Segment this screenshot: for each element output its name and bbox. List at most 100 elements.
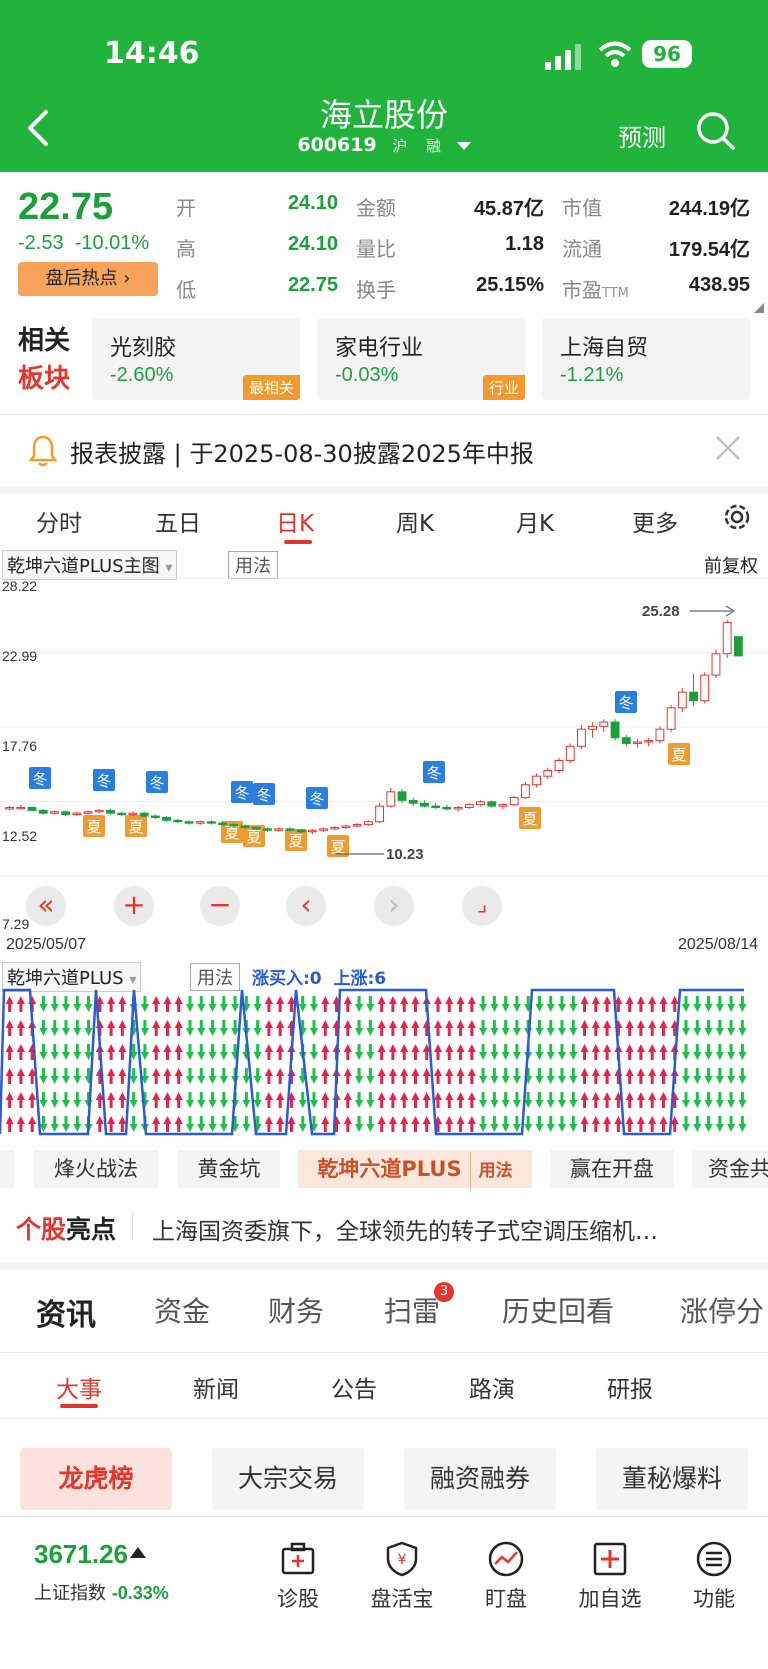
down-arrow-mark — [693, 1068, 702, 1084]
amount-label: 金额 — [356, 196, 396, 220]
tab-daily-k[interactable]: 日K — [276, 511, 315, 537]
candle-body — [307, 829, 317, 833]
tab-limit-up[interactable]: 涨停分 — [680, 1295, 765, 1328]
down-arrow-mark — [479, 1116, 488, 1132]
kline-chart[interactable]: 冬冬冬冬冬冬冬冬夏夏夏夏夏夏夏夏 25.28 10.23 — [0, 576, 768, 932]
candle-body — [218, 822, 228, 826]
tab-monthly-k[interactable]: 月K — [516, 511, 555, 537]
subtab-roadshow[interactable]: 路演 — [469, 1377, 515, 1403]
chip-margin-trading[interactable]: 融资融券 — [404, 1448, 556, 1510]
float-cap-label: 流通 — [562, 237, 602, 261]
up-arrow-mark — [659, 996, 668, 1012]
down-arrow-mark — [253, 1020, 262, 1036]
down-arrow-mark — [140, 1044, 149, 1060]
nav-panhuobao[interactable]: ¥ 盘活宝 — [362, 1539, 442, 1613]
candle-body — [644, 740, 654, 743]
index-name-row[interactable]: 上证指数 -0.33% — [34, 1579, 169, 1605]
low-label: 低 — [176, 278, 196, 302]
down-arrow-mark — [208, 1116, 217, 1132]
nav-watch-market[interactable]: 盯盘 — [466, 1539, 546, 1613]
tab-history[interactable]: 历史回看 — [502, 1295, 615, 1328]
after-hours-hot-button[interactable]: 盘后热点 › — [18, 262, 158, 296]
down-arrow-mark — [186, 996, 194, 1012]
down-arrow-mark — [129, 1116, 138, 1132]
scroll-right-button[interactable]: › — [374, 886, 414, 926]
search-icon[interactable] — [695, 110, 737, 152]
max-label: 25.28 — [642, 603, 680, 620]
index-value[interactable]: 3671.26 — [34, 1539, 128, 1569]
candle-body — [341, 825, 351, 828]
up-arrow-mark — [467, 1092, 476, 1108]
chip-secretary-news[interactable]: 董秘爆料 — [596, 1448, 748, 1510]
main-indicator-usage-button[interactable]: 用法 — [228, 551, 278, 579]
zoom-out-button[interactable]: − — [200, 886, 240, 926]
up-arrow-mark — [580, 1092, 589, 1108]
down-arrow-mark — [693, 1092, 702, 1108]
strategy-tab-qiankun-plus[interactable]: 乾坤六道PLUS 用法 — [298, 1150, 532, 1190]
subtab-research[interactable]: 研报 — [607, 1377, 653, 1403]
close-icon[interactable] — [714, 434, 742, 462]
tab-news-info[interactable]: 资讯 — [36, 1298, 96, 1333]
cellular-signal-icon — [545, 44, 581, 70]
up-arrow-mark — [118, 996, 127, 1012]
sub-indicator-select[interactable]: 乾坤六道PLUS ▾ — [2, 962, 142, 992]
nav-functions[interactable]: 功能 — [674, 1539, 754, 1613]
candle-body — [5, 807, 15, 810]
tab-intraday[interactable]: 分时 — [36, 511, 82, 537]
strategy-tab-capital[interactable]: 资金共 — [692, 1150, 768, 1188]
tab-more[interactable]: 更多 — [632, 511, 678, 537]
down-arrow-mark — [693, 1116, 702, 1132]
zoom-in-button[interactable]: + — [114, 886, 154, 926]
strategy-tab-opening[interactable]: 赢在开盘 — [550, 1150, 674, 1188]
subtab-news[interactable]: 新闻 — [193, 1377, 239, 1403]
tab-risk-scan[interactable]: 扫雷 — [384, 1295, 441, 1328]
signal-marker-text: 夏 — [288, 832, 303, 850]
down-arrow-mark — [715, 1068, 724, 1084]
back-arrow-icon[interactable] — [18, 104, 58, 152]
down-arrow-mark — [219, 1044, 228, 1060]
up-arrow-mark — [152, 1116, 161, 1132]
nav-diagnose[interactable]: 诊股 — [258, 1539, 338, 1613]
sector-card-photoresist[interactable]: 光刻胶 -2.60% 最相关 — [92, 318, 300, 400]
expand-corner-icon[interactable] — [754, 303, 764, 313]
up-arrow-mark — [648, 1020, 657, 1036]
sub-indicator-usage-button[interactable]: 用法 — [190, 963, 240, 991]
down-arrow-mark — [501, 1068, 510, 1084]
open-value: 24.10 — [287, 192, 338, 214]
nav-add-watchlist[interactable]: 加自选 — [570, 1539, 650, 1613]
down-arrow-mark — [253, 996, 262, 1012]
signal-status: 涨买入:0 上涨:6 — [252, 964, 386, 989]
tab-financials[interactable]: 财务 — [268, 1295, 325, 1328]
chip-dragon-tiger[interactable]: 龙虎榜 — [20, 1448, 172, 1510]
jump-start-button[interactable]: « — [26, 886, 66, 926]
tab-capital[interactable]: 资金 — [154, 1295, 211, 1328]
medical-kit-icon — [281, 1542, 315, 1575]
fullscreen-button[interactable]: ⌟ — [462, 886, 502, 926]
strategy-tab-fire[interactable]: 烽火战法 — [34, 1150, 158, 1188]
forecast-button[interactable]: 预测 — [618, 124, 666, 152]
sector-change: -1.21% — [560, 364, 624, 386]
down-arrow-mark — [479, 996, 488, 1012]
sector-card-appliance[interactable]: 家电行业 -0.03% 行业 — [317, 318, 525, 400]
main-indicator-select[interactable]: 乾坤六道PLUS主图 ▾ — [2, 550, 178, 580]
tab-weekly-k[interactable]: 周K — [396, 511, 435, 537]
subtab-announcements[interactable]: 公告 — [331, 1377, 377, 1403]
sector-card-shanghai-ftz[interactable]: 上海自贸 -1.21% — [542, 318, 750, 400]
stock-code-row[interactable]: 600619 沪 融 — [0, 134, 768, 156]
strategy-tab-golden-pit[interactable]: 黄金坑 — [178, 1150, 280, 1188]
divider — [0, 1352, 768, 1353]
price-adjust-label[interactable]: 前复权 — [704, 556, 758, 577]
notice-text[interactable]: 报表披露 | 于2025-08-30披露2025年中报 — [70, 440, 534, 468]
gear-icon[interactable] — [720, 500, 754, 534]
scroll-left-button[interactable]: ‹ — [286, 886, 326, 926]
candle-body — [689, 691, 698, 702]
signal-indicator-chart[interactable] — [0, 988, 768, 1144]
subtab-major-events[interactable]: 大事 — [56, 1377, 102, 1403]
chip-block-trade[interactable]: 大宗交易 — [212, 1448, 364, 1510]
tab-five-day[interactable]: 五日 — [155, 511, 201, 537]
down-arrow-mark — [197, 1068, 206, 1084]
strategy-usage[interactable]: 用法 — [469, 1152, 513, 1190]
down-arrow-mark — [197, 1044, 206, 1060]
down-arrow-mark — [704, 1068, 713, 1084]
stock-highlight-text[interactable]: 上海国资委旗下，全球领先的转子式空调压缩机… — [152, 1219, 658, 1245]
